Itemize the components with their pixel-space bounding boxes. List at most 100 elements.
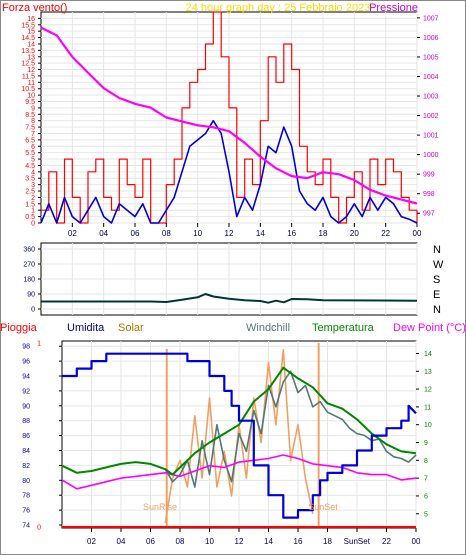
temperature-series — [61, 343, 417, 528]
wind-tick-label: 13 — [27, 54, 35, 61]
wind-tick-label: 9 — [31, 105, 35, 112]
wind-line — [40, 119, 418, 224]
compass-label: N — [433, 304, 441, 316]
pressure-tick-label: 1005 — [423, 54, 439, 61]
pressure-tick-label: 1003 — [423, 94, 439, 101]
direction-tick-label: 90 — [27, 292, 35, 299]
temp-x-tick-label: 10 — [205, 537, 214, 546]
compass-label: W — [433, 259, 444, 271]
wind-x-tick-label: 12 — [225, 229, 234, 238]
direction-grid — [41, 243, 418, 315]
wind-tick-label: 3.5 — [25, 176, 35, 183]
wind-axis-label: Forza vento() — [2, 2, 67, 14]
wind-x-tick-label: 02 — [68, 229, 77, 238]
pressure-tick-label: 1006 — [423, 35, 439, 42]
graph-title: 24 hour graph day : 25 Febbraio 2023 — [186, 2, 371, 14]
pressure-tick-label: 1000 — [423, 152, 439, 159]
wind-tick-label: 9.5 — [25, 99, 35, 106]
wind-tick-label: 7.5 — [25, 125, 35, 132]
wind-tick-label: 7 — [31, 131, 35, 138]
wind-tick-label: 11 — [28, 80, 35, 87]
windchill-line — [164, 370, 417, 488]
temp-x-tick-label: 04 — [117, 537, 126, 546]
compass-label: E — [433, 289, 440, 301]
humidity-tick-label: 82 — [22, 463, 30, 470]
wind-tick-label: 0.5 — [25, 214, 35, 221]
humidity-tick-label: 90 — [22, 403, 30, 410]
wind-x-tick-label: 14 — [256, 229, 265, 238]
wind-axes: 00.511.522.533.544.555.566.577.588.599.5… — [21, 15, 438, 238]
temperature-tick-label: 9 — [424, 440, 428, 447]
temperature-panel: 7476788082848688909294969856789101112131… — [0, 322, 466, 546]
direction-axes: 360 N 270 W 180 S 90 E 0 N — [23, 244, 444, 316]
wind-tick-label: 1 — [31, 208, 35, 215]
rain-tick-label: 1 — [37, 341, 41, 348]
temperature-line — [61, 366, 417, 476]
humidity-tick-label: 98 — [22, 344, 30, 351]
temperature-tick-label: 6 — [424, 493, 428, 500]
dewpoint-label: Dew Point (°C) — [393, 322, 466, 334]
wind-tick-label: 10.5 — [21, 86, 35, 93]
rain-label: Pioggia — [0, 322, 38, 334]
wind-tick-label: 12 — [27, 67, 35, 74]
wind-tick-label: 15 — [27, 29, 35, 36]
humidity-line — [62, 352, 417, 519]
wind-direction-line — [41, 293, 418, 304]
wind-tick-label: 6 — [31, 144, 35, 151]
wind-x-tick-label: 04 — [99, 229, 108, 238]
wind-direction-panel: 360 N 270 W 180 S 90 E 0 N — [23, 242, 444, 316]
temperature-axes: 7476788082848688909294969856789101112131… — [22, 341, 432, 547]
wind-tick-label: 8 — [31, 118, 35, 125]
direction-tick-label: 270 — [23, 262, 35, 269]
humidity-tick-label: 92 — [22, 388, 30, 395]
humidity-tick-label: 86 — [22, 433, 30, 440]
direction-tick-label: 0 — [31, 307, 35, 314]
direction-series — [41, 293, 418, 304]
sunset-x-label: SunSet — [344, 537, 371, 546]
wind-tick-label: 16 — [27, 16, 35, 23]
wind-tick-label: 3 — [31, 182, 35, 189]
wind-x-tick-label: 20 — [350, 229, 359, 238]
wind-tick-label: 13.5 — [21, 48, 35, 55]
rain-tick-label: 0 — [37, 525, 41, 532]
humidity-label: Umidita — [67, 322, 105, 334]
wind-tick-label: 2.5 — [25, 189, 35, 196]
wind-tick-label: 12.5 — [21, 61, 35, 68]
wind-x-tick-label: 16 — [287, 229, 296, 238]
humidity-tick-label: 74 — [22, 523, 30, 530]
temperature-tick-label: 12 — [424, 387, 432, 394]
wind-x-tick-label: 10 — [193, 229, 202, 238]
gust-line — [41, 11, 418, 224]
pressure-tick-label: 1001 — [423, 133, 439, 140]
humidity-tick-label: 88 — [22, 418, 30, 425]
wind-x-tick-label: 18 — [319, 229, 328, 238]
wind-tick-label: 2 — [31, 195, 35, 202]
wind-tick-label: 0 — [31, 221, 35, 228]
temp-x-tick-label: 18 — [323, 537, 332, 546]
temp-x-tick-label: 22 — [382, 537, 391, 546]
temp-x-tick-label: 02 — [87, 537, 96, 546]
wind-x-tick-label: 08 — [162, 229, 171, 238]
compass-label: N — [433, 244, 441, 256]
temperature-tick-label: 14 — [424, 351, 432, 358]
wind-series — [40, 11, 418, 224]
wind-tick-label: 11.5 — [22, 73, 35, 80]
humidity-tick-label: 76 — [22, 508, 30, 515]
pressure-tick-label: 1004 — [423, 74, 439, 81]
windchill-label: Windchill — [246, 322, 290, 334]
temperature-tick-label: 8 — [424, 458, 428, 465]
pressure-axis-label: Pressione — [369, 2, 418, 14]
wind-tick-label: 5 — [31, 157, 35, 164]
temperature-tick-label: 5 — [424, 511, 428, 518]
wind-tick-label: 4 — [31, 169, 35, 176]
pressure-tick-label: 1007 — [423, 15, 439, 22]
wind-tick-label: 1.5 — [25, 201, 35, 208]
dewpoint-line — [61, 454, 417, 490]
humidity-tick-label: 80 — [22, 478, 30, 485]
pressure-tick-label: 1002 — [423, 113, 439, 120]
solar-label: Solar — [118, 322, 144, 334]
humidity-tick-label: 94 — [22, 374, 30, 381]
direction-tick-label: 360 — [23, 247, 35, 254]
direction-tick-label: 180 — [23, 277, 35, 284]
